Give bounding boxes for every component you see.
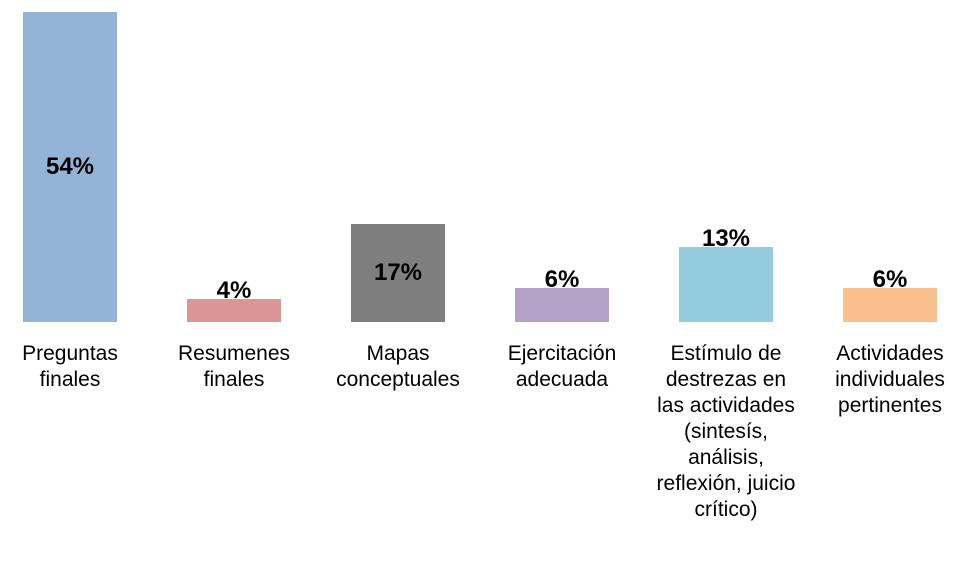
- value-label: 4%: [216, 277, 252, 305]
- bar: [351, 224, 445, 322]
- bar: [23, 12, 117, 322]
- category-label: Estímulo de destrezas en las actividades…: [656, 342, 796, 521]
- value-label: 6%: [872, 265, 908, 293]
- category-label: Mapas conceptuales: [336, 342, 460, 391]
- value-label: 17%: [373, 259, 423, 287]
- category-label: Resumenes finales: [177, 342, 291, 391]
- bar: [187, 299, 281, 322]
- category-label: Actividades individuales pertinentes: [835, 342, 945, 417]
- bar: [843, 287, 937, 322]
- bar: [515, 287, 609, 322]
- value-label: 54%: [45, 153, 95, 180]
- value-label: 13%: [701, 225, 751, 253]
- category-label: Ejercitación adecuada: [507, 342, 617, 391]
- value-label: 6%: [544, 265, 580, 293]
- category-label: Preguntas finales: [22, 342, 118, 391]
- bar: [679, 247, 773, 322]
